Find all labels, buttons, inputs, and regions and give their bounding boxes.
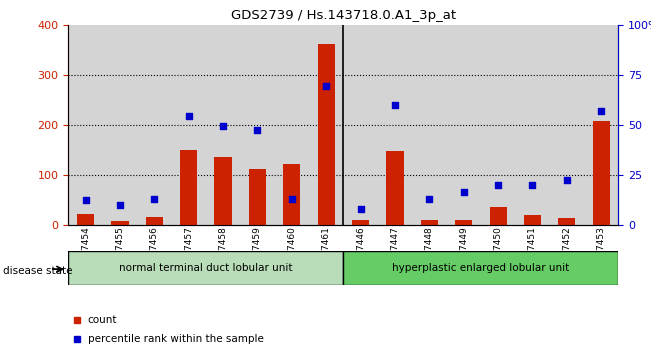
Bar — [412, 25, 447, 225]
Bar — [275, 25, 309, 225]
Bar — [111, 221, 128, 225]
Point — [252, 127, 262, 133]
Bar — [318, 44, 335, 225]
Bar — [592, 121, 610, 225]
Point — [286, 196, 297, 202]
Bar — [146, 217, 163, 225]
Bar — [77, 214, 94, 225]
Bar — [68, 25, 103, 225]
Bar — [344, 25, 378, 225]
Bar — [171, 25, 206, 225]
Bar — [490, 207, 506, 225]
Bar — [103, 25, 137, 225]
Point — [596, 108, 607, 114]
Title: GDS2739 / Hs.143718.0.A1_3p_at: GDS2739 / Hs.143718.0.A1_3p_at — [231, 9, 456, 22]
Point — [149, 196, 159, 202]
Point — [390, 102, 400, 108]
Bar — [455, 220, 473, 225]
Point — [355, 206, 366, 212]
Point — [424, 196, 435, 202]
Text: count: count — [88, 315, 117, 325]
Bar — [137, 25, 171, 225]
Bar — [180, 150, 197, 225]
Bar — [214, 157, 232, 225]
Bar — [309, 25, 344, 225]
Point — [321, 83, 331, 88]
Text: disease state: disease state — [3, 266, 73, 276]
Bar — [206, 25, 240, 225]
Bar — [352, 220, 369, 225]
Point — [115, 202, 125, 207]
Bar — [240, 25, 275, 225]
Bar — [549, 25, 584, 225]
Point — [458, 189, 469, 195]
Point — [493, 182, 503, 188]
Bar — [447, 25, 481, 225]
Text: normal terminal duct lobular unit: normal terminal duct lobular unit — [119, 263, 293, 273]
Bar — [559, 218, 575, 225]
Bar — [584, 25, 618, 225]
Bar — [68, 251, 344, 285]
Bar — [481, 25, 516, 225]
Point — [527, 182, 538, 188]
Text: percentile rank within the sample: percentile rank within the sample — [88, 333, 264, 344]
Bar — [421, 220, 438, 225]
Bar — [516, 25, 549, 225]
Bar — [524, 215, 541, 225]
Text: hyperplastic enlarged lobular unit: hyperplastic enlarged lobular unit — [393, 263, 570, 273]
Bar — [378, 25, 412, 225]
Point — [80, 197, 90, 202]
Bar — [283, 164, 300, 225]
Bar — [249, 169, 266, 225]
Point — [218, 123, 229, 129]
Point — [562, 177, 572, 183]
Point — [184, 113, 194, 119]
Bar — [387, 151, 404, 225]
Bar — [344, 251, 618, 285]
